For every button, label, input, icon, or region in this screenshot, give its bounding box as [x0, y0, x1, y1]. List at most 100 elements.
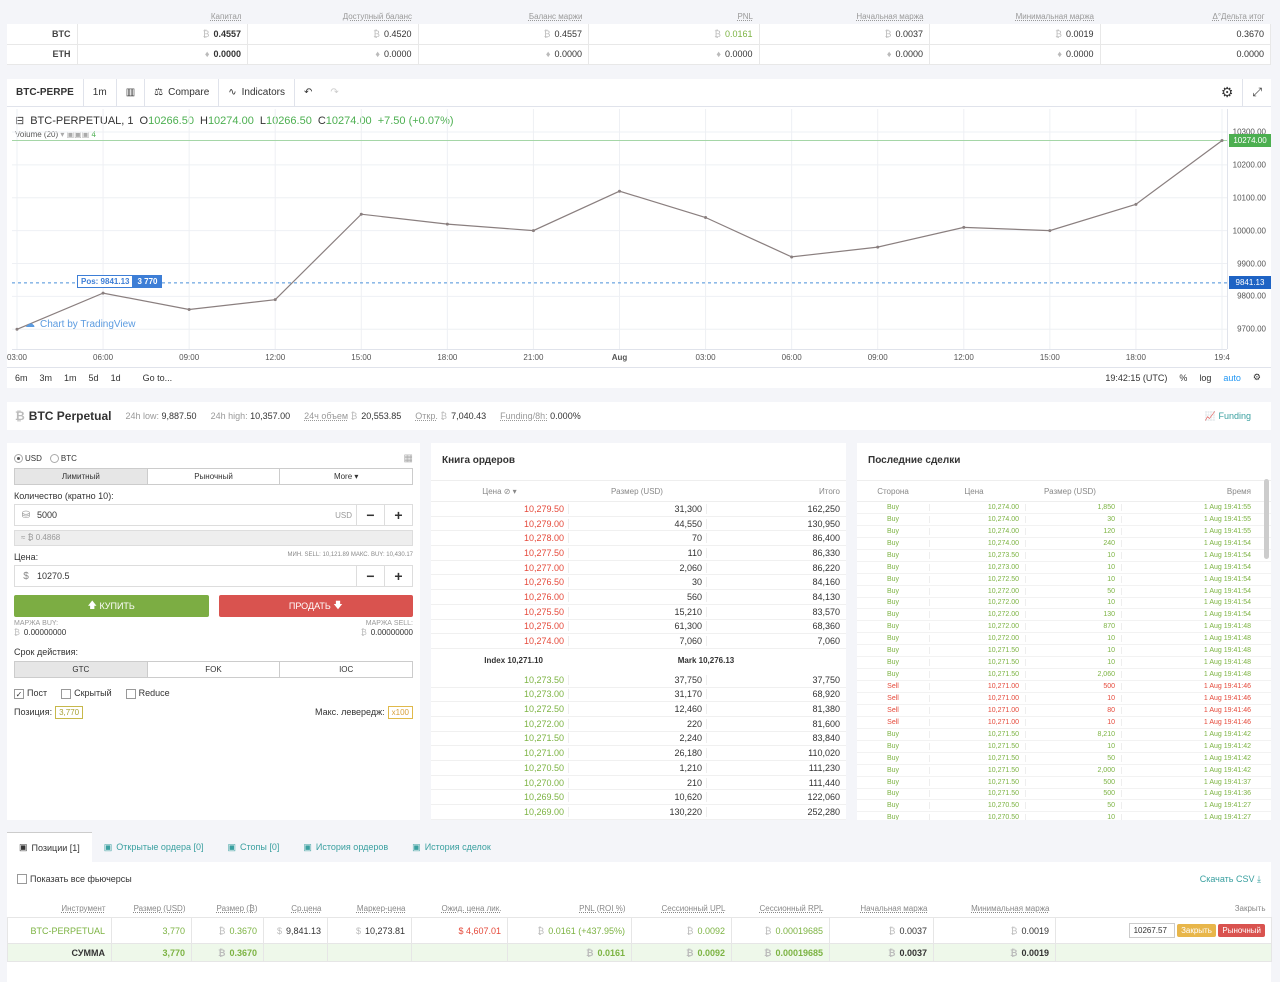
goto-button[interactable]: Go to...: [142, 372, 173, 383]
price-input[interactable]: 10270.5: [37, 571, 70, 581]
trade-time: 1 Aug 19:41:48: [1121, 671, 1263, 679]
redo-icon[interactable]: ↷: [330, 87, 339, 98]
bid-row[interactable]: 10,273.50 37,750 37,750: [431, 673, 846, 688]
interval-selector[interactable]: 1m: [84, 78, 117, 107]
low-label: L: [259, 114, 266, 127]
candle-type-icon[interactable]: ▥: [117, 78, 146, 107]
indicators-button[interactable]: ∿ Indicators: [219, 78, 296, 107]
tab-positions[interactable]: ▣ Позиции [1]: [7, 832, 92, 862]
log-toggle[interactable]: log: [1199, 372, 1212, 383]
auto-toggle[interactable]: auto: [1223, 372, 1241, 383]
trade-row: Buy 10,274.00 240 1 Aug 19:41:54: [857, 538, 1271, 550]
ask-row[interactable]: 10,275.50 15,210 83,570: [431, 605, 846, 620]
price-plus-button[interactable]: +: [384, 566, 412, 586]
bid-row[interactable]: 10,272.50 12,460 81,380: [431, 702, 846, 717]
book-price: 10,271.50: [523, 733, 564, 744]
price-header[interactable]: Цена: [482, 486, 502, 496]
book-price: 10,273.00: [523, 689, 564, 700]
trade-price: 10,273.50: [929, 551, 1025, 559]
show-all-checkbox[interactable]: Показать все фьючерсы: [17, 874, 132, 885]
book-total: 81,380: [706, 704, 844, 715]
tab-stops[interactable]: ▣ Стопы [0]: [216, 832, 292, 862]
trade-row: Buy 10,274.00 120 1 Aug 19:41:55: [857, 526, 1271, 538]
book-price: 10,279.50: [523, 503, 564, 514]
ask-row[interactable]: 10,279.00 44,550 130,950: [431, 517, 846, 532]
price-point: [445, 222, 449, 226]
tab-trade-history[interactable]: ▣ История сделок: [400, 832, 503, 862]
chart-settings-icon[interactable]: ⚙: [1252, 372, 1261, 382]
tab-label: История сделок: [424, 842, 491, 852]
btc-radio[interactable]: BTC: [49, 454, 77, 464]
ask-row[interactable]: 10,276.00 560 84,130: [431, 590, 846, 605]
tif-ioc[interactable]: IOC: [339, 665, 354, 674]
calculator-icon[interactable]: ▦: [403, 453, 413, 464]
percent-toggle[interactable]: %: [1179, 372, 1188, 383]
reduce-checkbox[interactable]: Reduce: [125, 688, 170, 699]
filter-icon[interactable]: ⊘ ▾: [503, 486, 517, 496]
ask-row[interactable]: 10,275.00 61,300 68,360: [431, 620, 846, 635]
buy-button[interactable]: 🡅 КУПИТЬ: [14, 595, 209, 617]
position-badge: 3,770: [55, 705, 84, 719]
bid-row[interactable]: 10,273.00 31,170 68,920: [431, 688, 846, 703]
usd-radio[interactable]: USD: [14, 454, 42, 464]
trade-time: 1 Aug 19:41:48: [1121, 635, 1263, 643]
funding-link[interactable]: 📈 Funding: [1205, 411, 1251, 422]
price-header: Цена: [964, 486, 984, 496]
ask-row[interactable]: 10,276.50 30 84,160: [431, 575, 846, 591]
range-3m[interactable]: 3m: [39, 372, 53, 383]
range-1d[interactable]: 1d: [110, 372, 121, 383]
tradingview-logo[interactable]: ☁ Chart by TradingView: [25, 319, 135, 330]
ask-row[interactable]: 10,278.00 70 86,400: [431, 531, 846, 547]
ask-row[interactable]: 10,277.00 2,060 86,220: [431, 561, 846, 576]
quantity-input[interactable]: 5000: [37, 510, 58, 520]
bid-row[interactable]: 10,269.00 130,220 252,280: [431, 805, 846, 820]
tab-more[interactable]: More ▾: [333, 472, 359, 481]
ask-row[interactable]: 10,274.00 7,060 7,060: [431, 634, 846, 649]
close-price-input[interactable]: 10267.57: [1128, 923, 1175, 938]
quantity-minus-button[interactable]: −: [356, 505, 384, 525]
tab-order-history[interactable]: ▣ История ордеров: [291, 832, 400, 862]
position-instrument[interactable]: BTC-PERPETUAL: [7, 917, 112, 944]
bid-row[interactable]: 10,272.00 220 81,600: [431, 717, 846, 732]
range-1m[interactable]: 1m: [64, 372, 77, 383]
sell-button[interactable]: ПРОДАТЬ 🡇: [218, 595, 413, 617]
bid-row[interactable]: 10,271.50 2,240 83,840: [431, 732, 846, 747]
tab-open-orders[interactable]: ▣ Открытые ордера [0]: [92, 832, 216, 862]
tif-gtc[interactable]: GTC: [15, 662, 148, 677]
trade-time: 1 Aug 19:41:42: [1121, 730, 1263, 738]
y-tick-label: 9900.00: [1237, 259, 1266, 269]
close-button[interactable]: Закрыть: [1177, 924, 1216, 937]
balance-value: 0.4557: [213, 28, 241, 39]
book-size: 44,550: [568, 518, 706, 529]
range-6m[interactable]: 6m: [15, 372, 28, 383]
price-chart[interactable]: [12, 109, 1227, 349]
bid-row[interactable]: 10,269.50 10,620 122,060: [431, 790, 846, 806]
tab-market[interactable]: Рыночный: [148, 469, 281, 484]
bid-row[interactable]: 10,271.00 26,180 110,020: [431, 746, 846, 761]
collapse-icon[interactable]: ⊟: [15, 115, 25, 127]
settings-icon[interactable]: ⚙: [1212, 78, 1244, 107]
book-total: 111,440: [706, 777, 844, 788]
tab-limit[interactable]: Лимитный: [15, 469, 148, 484]
trade-time: 1 Aug 19:41:54: [1121, 551, 1263, 559]
post-checkbox[interactable]: ✓ Пост: [14, 688, 47, 699]
download-csv-link[interactable]: Скачать CSV ⤓: [1200, 874, 1261, 885]
undo-icon[interactable]: ↶: [304, 87, 313, 98]
symbol-selector[interactable]: BTC-PERPE: [7, 78, 84, 107]
tif-fok[interactable]: FOK: [148, 662, 281, 677]
fullscreen-icon[interactable]: ⤢: [1252, 85, 1262, 99]
quantity-plus-button[interactable]: +: [384, 505, 412, 525]
trades-scrollbar[interactable]: [1264, 479, 1269, 559]
hidden-checkbox[interactable]: Скрытый: [61, 688, 112, 699]
range-5d[interactable]: 5d: [88, 372, 99, 383]
compare-button[interactable]: ⚖ Compare: [145, 78, 220, 107]
col-header: Ср.цена: [291, 904, 322, 913]
bid-row[interactable]: 10,270.00 210 111,440: [431, 776, 846, 791]
trade-price: 10,272.00: [929, 635, 1025, 643]
price-minus-button[interactable]: −: [356, 566, 384, 586]
ask-row[interactable]: 10,277.50 110 86,330: [431, 546, 846, 561]
market-close-button[interactable]: Рыночный: [1218, 924, 1265, 937]
col-header: Маркер-цена: [356, 904, 406, 913]
bid-row[interactable]: 10,270.50 1,210 111,230: [431, 761, 846, 776]
ask-row[interactable]: 10,279.50 31,300 162,250: [431, 502, 846, 517]
